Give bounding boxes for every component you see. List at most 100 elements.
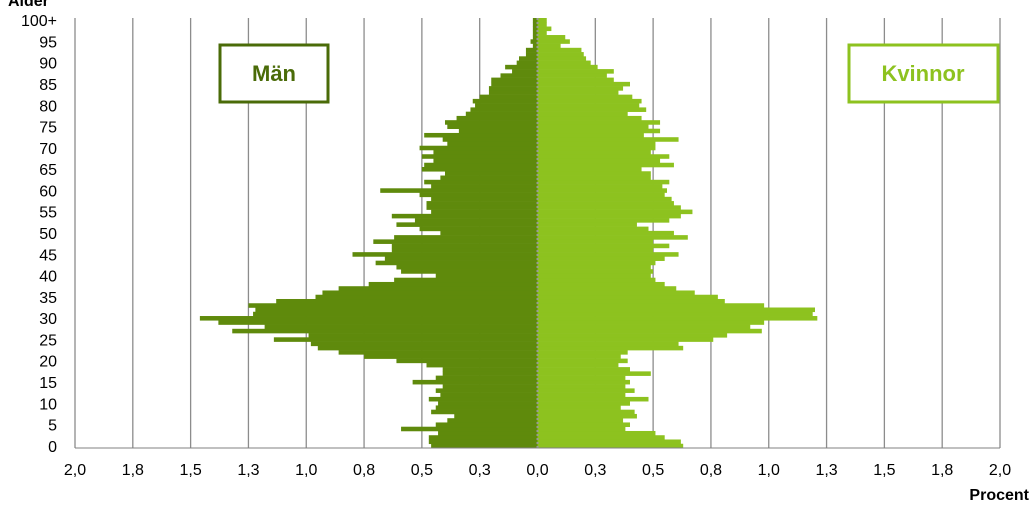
bar-women [537, 90, 619, 95]
bar-women [537, 396, 649, 402]
bar-men [426, 201, 538, 206]
bar-men [438, 401, 538, 406]
bar-men [435, 422, 538, 428]
bar-women [537, 328, 762, 334]
bar-women [537, 120, 661, 125]
bar-women [537, 264, 651, 270]
bar-men [525, 52, 538, 57]
bar-men [435, 405, 538, 410]
bar-men [532, 35, 538, 40]
bar-men [315, 294, 538, 300]
bar-women [537, 316, 818, 321]
bar-women [537, 303, 765, 308]
y-tick-label: 20 [39, 354, 57, 371]
bar-men [435, 273, 538, 279]
bar-men [431, 196, 538, 202]
bar-women [537, 422, 630, 428]
bar-women [537, 73, 607, 78]
bar-men [338, 286, 538, 291]
bar-women [537, 256, 665, 261]
bar-men [442, 367, 538, 372]
bar-women [537, 281, 665, 287]
bar-men [433, 149, 538, 155]
bar-women [537, 277, 656, 283]
bar-men [440, 392, 538, 398]
x-tick-label: 1,0 [758, 462, 780, 479]
bar-women [537, 311, 813, 317]
vertical-gridlines [74, 18, 1001, 448]
bar-women [537, 222, 637, 227]
bar-men [431, 409, 538, 415]
bar-women [537, 162, 674, 168]
bar-men [442, 371, 538, 376]
bar-men [447, 141, 538, 147]
bar-women [537, 226, 649, 232]
bar-women [537, 77, 614, 83]
bar-men [394, 235, 538, 240]
bar-men [445, 171, 538, 176]
bar-men [352, 252, 538, 257]
bar-women [537, 413, 637, 419]
bar-men [421, 167, 538, 172]
bar-men [431, 209, 538, 215]
bar-men [394, 277, 538, 283]
bar-men [433, 158, 538, 164]
bar-women [537, 273, 651, 279]
bar-women [537, 81, 630, 87]
bar-women [537, 132, 644, 138]
bar-women [537, 196, 672, 202]
bar-men [426, 362, 538, 368]
bar-women [537, 115, 642, 121]
bar-men [396, 222, 538, 227]
bar-women [537, 362, 619, 368]
y-tick-label: 50 [39, 226, 57, 243]
bar-men [424, 162, 538, 168]
bar-women [537, 435, 665, 440]
x-tick-label: 0,5 [642, 462, 664, 479]
bar-men [276, 298, 538, 304]
bar-women [537, 320, 765, 325]
bar-men [255, 307, 538, 313]
bar-women [537, 260, 656, 266]
bar-men [428, 435, 538, 440]
bar-men [426, 205, 538, 210]
y-axis-title: Ålder [8, 0, 49, 10]
bar-women [537, 367, 630, 372]
bar-women [537, 333, 728, 338]
y-tick-label: 75 [39, 120, 57, 137]
bar-men [442, 137, 538, 142]
bar-men [456, 115, 538, 121]
bar-women [537, 354, 621, 359]
bar-men [419, 192, 538, 198]
bar-women [537, 137, 679, 142]
x-tick-label: 2,0 [989, 462, 1011, 479]
bar-men [479, 94, 538, 100]
bar-women [537, 345, 684, 351]
bar-women [537, 247, 654, 253]
bar-women [537, 107, 647, 112]
bar-women [537, 47, 582, 53]
bar-men [472, 98, 538, 104]
bar-men [412, 379, 538, 385]
bar-men [232, 328, 538, 334]
bar-women [537, 103, 640, 108]
bar-men [419, 145, 538, 151]
bar-men [532, 22, 538, 27]
bar-women [537, 26, 552, 32]
y-tick-label: 100+ [21, 13, 57, 30]
bar-women [537, 184, 663, 189]
bar-women [537, 188, 667, 193]
bar-women [537, 22, 547, 27]
y-tick-label: 40 [39, 269, 57, 286]
bar-women [537, 443, 684, 449]
bar-men [440, 230, 538, 236]
bar-women [537, 379, 630, 385]
bar-women [537, 307, 815, 313]
bar-men [264, 324, 538, 330]
bar-women [537, 392, 626, 398]
bar-men [424, 179, 538, 185]
bar-women [537, 35, 566, 40]
bar-men [465, 111, 538, 117]
bar-women [537, 375, 626, 381]
bar-women [537, 154, 670, 159]
